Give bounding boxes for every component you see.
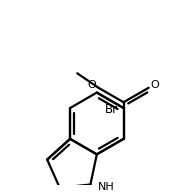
Text: Br: Br xyxy=(105,103,118,117)
Text: NH: NH xyxy=(98,182,114,192)
Text: O: O xyxy=(151,80,159,90)
Text: O: O xyxy=(88,80,97,90)
